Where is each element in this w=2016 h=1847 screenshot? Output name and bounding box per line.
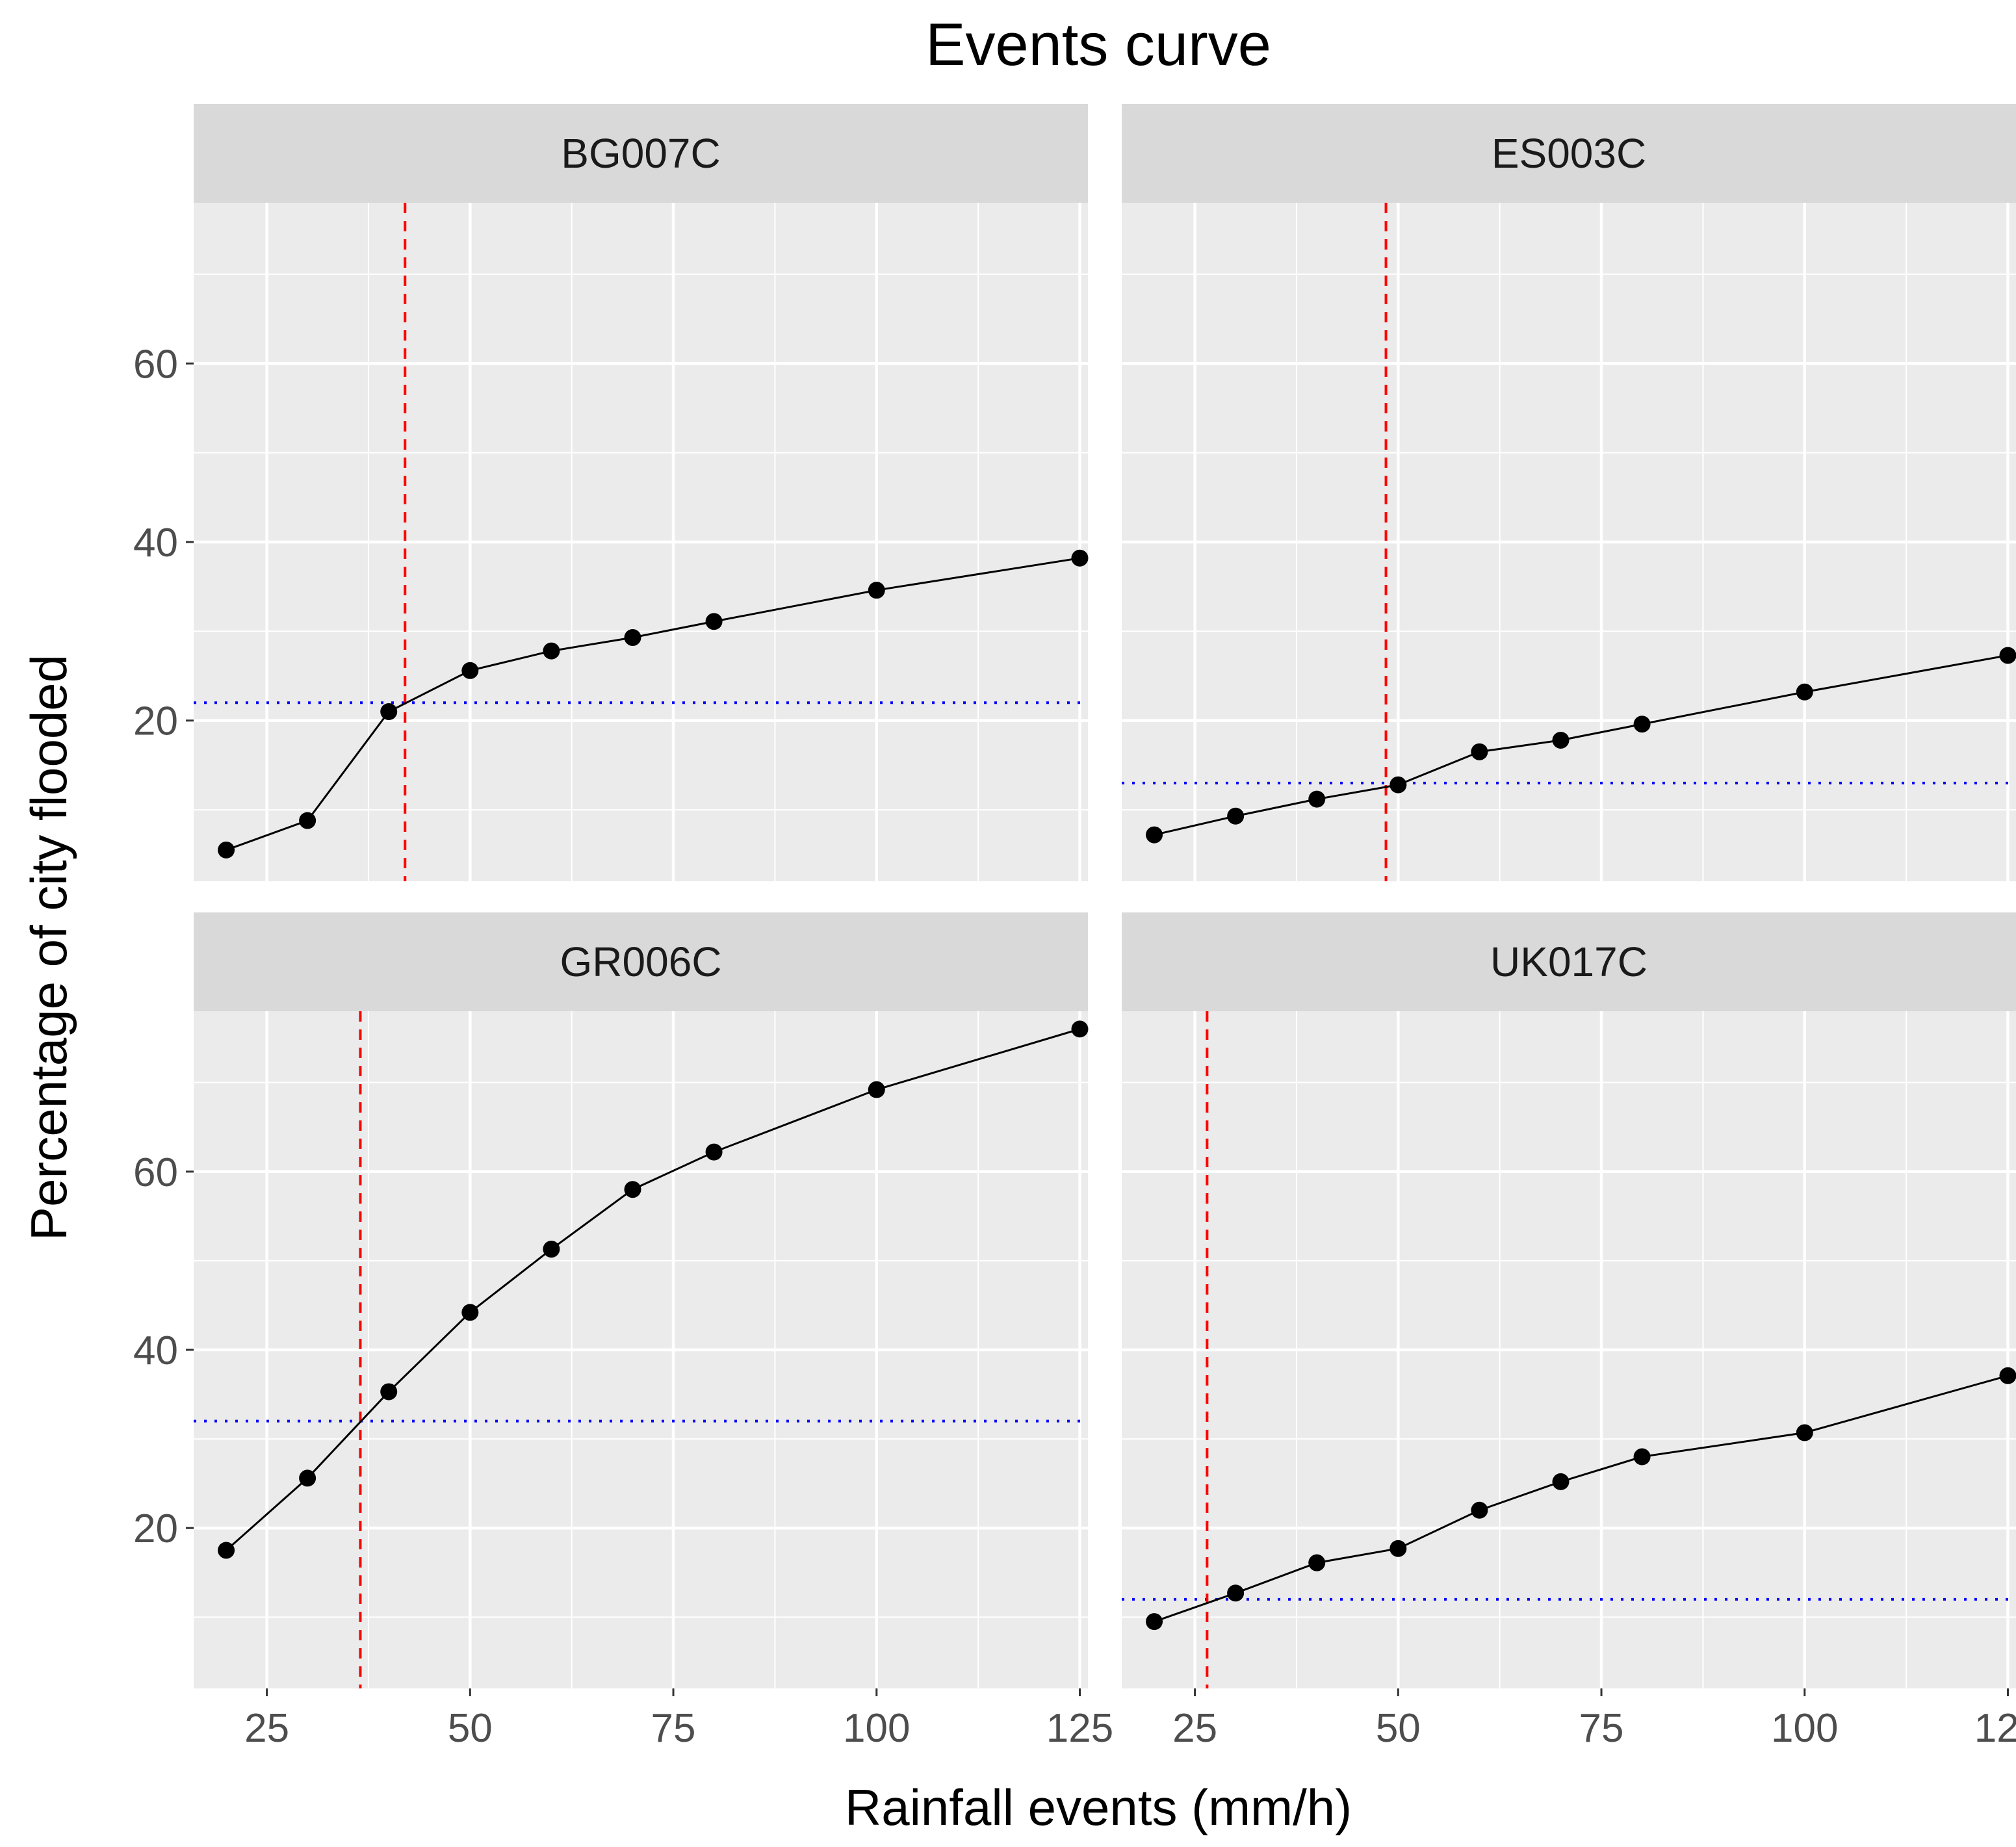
facet-bg007c-data-point — [461, 662, 479, 679]
chart-title: Events curve — [925, 12, 1271, 78]
facet-uk017c-data-point — [1796, 1424, 1813, 1441]
facet-bg007c-data-point — [218, 841, 235, 859]
facet-panels: BG007C 20 40 60 ES003C GR006C 20 40 60 25 50 75 100 1… — [133, 104, 2016, 1751]
facet-es003c-data-point — [1633, 716, 1651, 733]
facet-es003c-data-point — [1471, 743, 1488, 760]
facet-uk017c-x-tick-label: 125 — [1974, 1706, 2016, 1751]
facet-gr006c-data-point — [218, 1542, 235, 1559]
facet-gr006c-data-point — [705, 1143, 723, 1161]
facet-bg007c-data-point — [705, 613, 723, 630]
facet-bg007c-y-tick-label: 60 — [133, 342, 178, 387]
facet-gr006c-data-point — [380, 1383, 398, 1401]
facet-uk017c-x-tick-label: 100 — [1771, 1706, 1838, 1751]
facet-bg007c-y-tick-label: 20 — [133, 699, 178, 744]
facet-gr006c-y-tick-label: 20 — [133, 1506, 178, 1551]
facet-gr006c-data-point — [461, 1304, 479, 1321]
facet-gr006c-panel: GR006C 20 40 60 25 50 75 100 125 — [133, 912, 1113, 1751]
facet-es003c-data-point — [1146, 826, 1163, 844]
facet-uk017c-strip-label: UK017C — [1490, 938, 1648, 985]
facet-es003c-panel: ES003C — [1122, 104, 2016, 881]
facet-uk017c-strip — [1122, 912, 2016, 1011]
facet-gr006c-data-point — [868, 1081, 885, 1098]
facet-bg007c-y-tick-label: 40 — [133, 521, 178, 565]
facet-uk017c-data-point — [1471, 1501, 1488, 1519]
facet-uk017c-x-tick-label: 50 — [1376, 1706, 1421, 1751]
facet-bg007c-strip-label: BG007C — [561, 130, 720, 177]
x-axis-title: Rainfall events (mm/h) — [845, 1779, 1352, 1836]
facet-es003c-strip — [1122, 104, 2016, 203]
facet-uk017c-data-point — [1999, 1367, 2016, 1384]
facet-uk017c-data-point — [1308, 1554, 1326, 1571]
facet-bg007c-data-point — [299, 812, 317, 829]
facet-bg007c-data-point — [543, 642, 560, 660]
facet-gr006c-y-tick-label: 40 — [133, 1328, 178, 1373]
facet-bg007c-strip — [194, 104, 1088, 203]
facet-gr006c-x-tick-label: 25 — [244, 1706, 289, 1751]
facet-gr006c-strip-label: GR006C — [560, 938, 722, 985]
facet-gr006c-data-point — [1071, 1020, 1089, 1038]
facet-es003c-data-point — [1796, 683, 1813, 701]
facet-uk017c-panel: UK017C 25 50 75 100 125 — [1122, 912, 2016, 1751]
facet-uk017c-data-point — [1146, 1613, 1163, 1631]
facet-es003c-data-point — [1389, 776, 1407, 794]
facet-uk017c-data-point — [1633, 1448, 1651, 1466]
facet-bg007c-data-point — [868, 582, 885, 599]
facet-gr006c-x-tick-label: 100 — [843, 1706, 910, 1751]
facet-uk017c-data-point — [1389, 1540, 1407, 1557]
facet-uk017c-data-point — [1552, 1473, 1570, 1490]
facet-uk017c-x-tick-label: 75 — [1579, 1706, 1624, 1751]
facet-gr006c-data-point — [624, 1181, 641, 1198]
facet-gr006c-x-tick-label: 75 — [651, 1706, 696, 1751]
facet-bg007c-panel: BG007C 20 40 60 — [133, 104, 1089, 881]
facet-gr006c-strip — [194, 912, 1088, 1011]
facet-gr006c-x-tick-label: 50 — [448, 1706, 493, 1751]
facet-bg007c-data-point — [1071, 549, 1089, 567]
facet-bg007c-data-point — [380, 703, 398, 720]
facet-es003c-data-point — [1227, 807, 1245, 825]
facet-uk017c-x-tick-label: 25 — [1172, 1706, 1217, 1751]
facet-gr006c-data-point — [299, 1469, 317, 1487]
facet-uk017c-data-point — [1227, 1584, 1245, 1602]
facet-es003c-data-point — [1552, 731, 1570, 749]
y-axis-title: Percentage of city flooded — [20, 654, 77, 1241]
facet-es003c-data-point — [1308, 790, 1326, 808]
facet-gr006c-data-point — [543, 1241, 560, 1258]
facet-bg007c-data-point — [624, 628, 641, 646]
facet-es003c-data-point — [1999, 647, 2016, 664]
facet-gr006c-y-tick-label: 60 — [133, 1150, 178, 1195]
facet-es003c-strip-label: ES003C — [1492, 130, 1646, 177]
facet-gr006c-x-tick-label: 125 — [1046, 1706, 1113, 1751]
